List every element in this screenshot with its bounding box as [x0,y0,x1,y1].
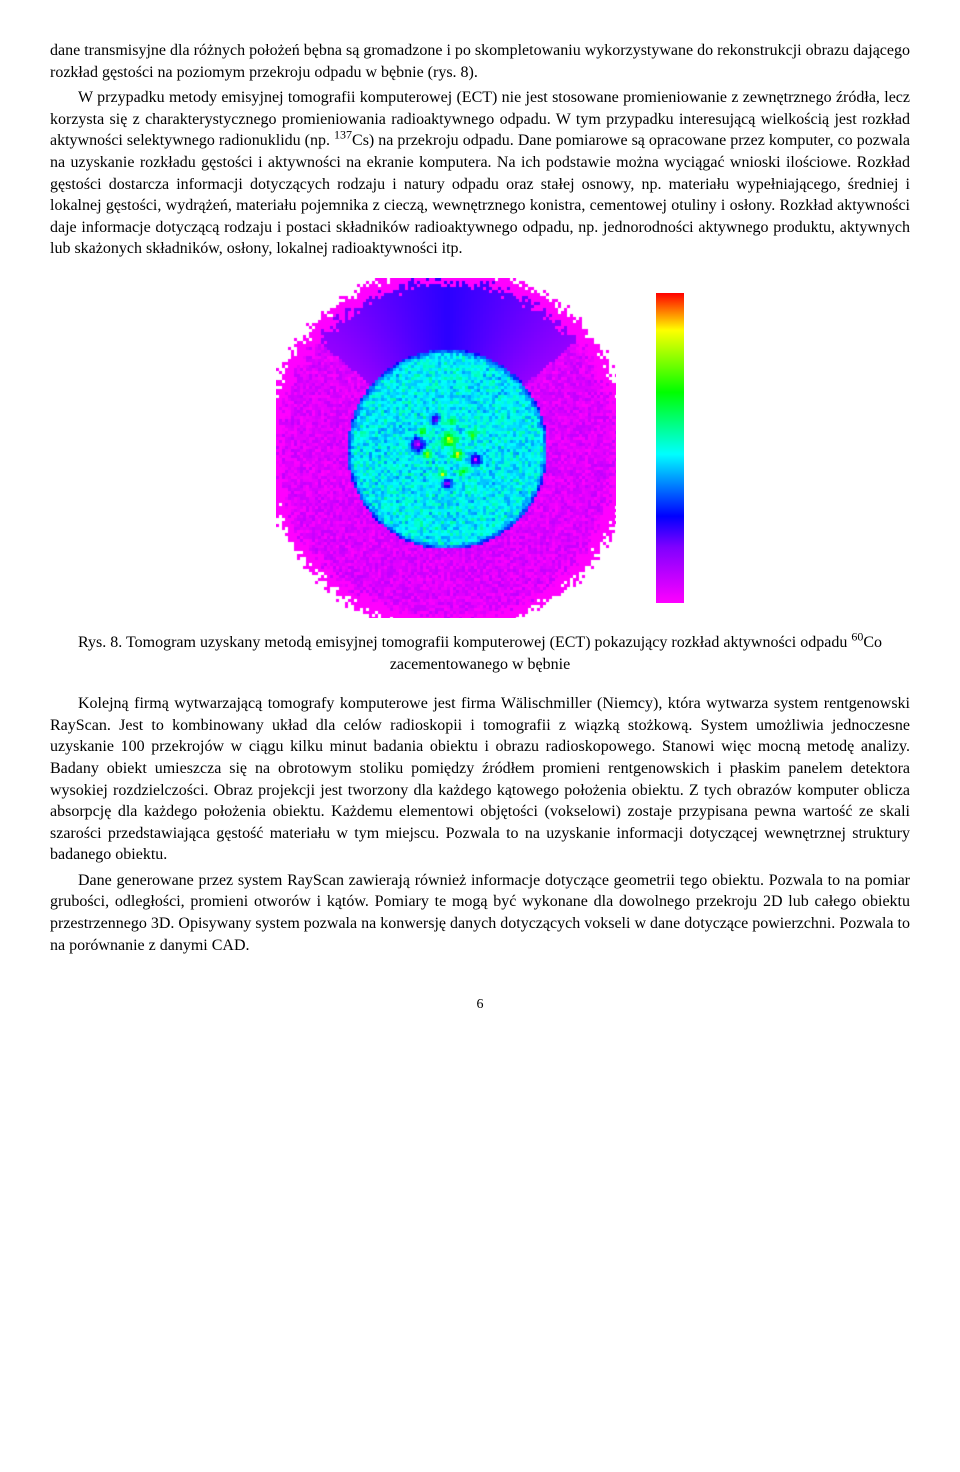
figure-8 [50,278,910,618]
paragraph-3: Kolejną firmą wytwarzającą tomografy kom… [50,693,910,866]
paragraph-1: dane transmisyjne dla różnych położeń bę… [50,40,910,83]
tomogram-image [276,278,616,618]
figure-8-inner [50,278,910,618]
caption-before: Rys. 8. Tomogram uzyskany metodą emisyjn… [78,634,851,651]
caption-sup: 60 [851,630,863,644]
tomogram-canvas [276,278,616,618]
p2-sup: 137 [334,128,352,142]
paragraph-4: Dane generowane przez system RayScan zaw… [50,870,910,956]
page-number: 6 [50,996,910,1015]
paragraph-2: W przypadku metody emisyjnej tomografii … [50,87,910,260]
colorbar [656,293,684,603]
figure-8-caption: Rys. 8. Tomogram uzyskany metodą emisyjn… [70,632,890,675]
p2-after: Cs) na przekroju odpadu. Dane pomiarowe … [50,132,910,257]
